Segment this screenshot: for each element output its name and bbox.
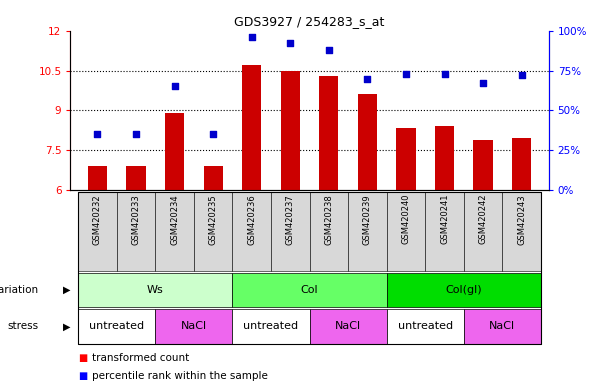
Bar [204,166,223,190]
Text: stress: stress [7,321,39,331]
Bar [242,65,261,190]
Text: GSM420234: GSM420234 [170,194,179,245]
Text: transformed count: transformed count [92,353,189,363]
Text: untreated: untreated [243,321,299,331]
Point [478,80,488,86]
Text: percentile rank within the sample: percentile rank within the sample [92,371,267,381]
Text: Col: Col [301,285,318,295]
Text: Col(gl): Col(gl) [446,285,482,295]
Text: Ws: Ws [147,285,164,295]
Point [170,83,180,89]
Text: GSM420241: GSM420241 [440,194,449,245]
Bar [88,166,107,190]
Text: NaCl: NaCl [181,321,207,331]
Point [93,131,102,137]
Text: GSM420238: GSM420238 [324,194,333,245]
Text: NaCl: NaCl [335,321,361,331]
Point [440,71,449,77]
Point [517,72,527,78]
Text: ■: ■ [78,353,88,363]
Bar [165,113,185,190]
Point [324,47,333,53]
Point [208,131,218,137]
Point [131,131,141,137]
Text: untreated: untreated [89,321,144,331]
Bar [126,166,146,190]
Bar [435,126,454,190]
Text: GSM420243: GSM420243 [517,194,526,245]
Text: GSM420237: GSM420237 [286,194,295,245]
Text: GSM420233: GSM420233 [132,194,140,245]
Text: untreated: untreated [398,321,453,331]
Text: GSM420240: GSM420240 [402,194,411,245]
Point [247,34,257,40]
Text: genotype/variation: genotype/variation [0,285,39,295]
Bar [397,127,416,190]
Text: GSM420236: GSM420236 [247,194,256,245]
Text: ▶: ▶ [63,321,71,331]
Bar [473,140,493,190]
Text: GSM420239: GSM420239 [363,194,372,245]
Title: GDS3927 / 254283_s_at: GDS3927 / 254283_s_at [234,15,385,28]
Text: GSM420235: GSM420235 [208,194,218,245]
Point [286,40,295,46]
Point [362,75,372,81]
Text: GSM420232: GSM420232 [93,194,102,245]
Bar [319,76,338,190]
Text: NaCl: NaCl [489,321,516,331]
Point [401,71,411,77]
Text: ■: ■ [78,371,88,381]
Bar [358,94,377,190]
Bar [281,71,300,190]
Bar [512,138,531,190]
Text: GSM420242: GSM420242 [479,194,487,245]
Text: ▶: ▶ [63,285,71,295]
